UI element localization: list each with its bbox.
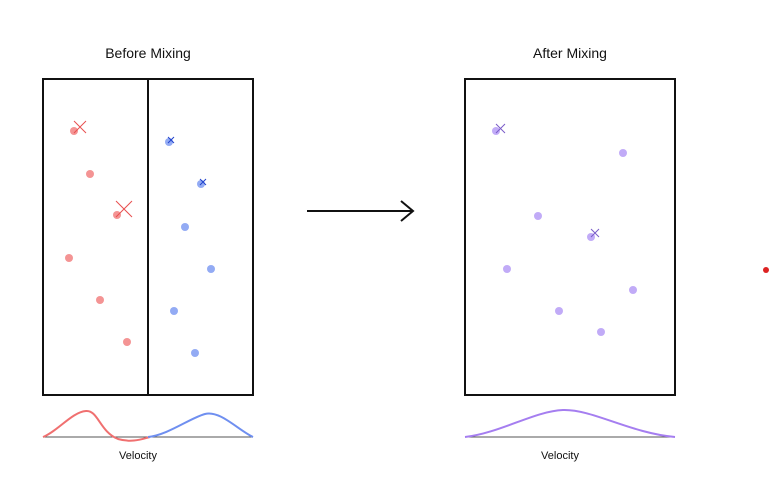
mixed-velocity-curve [464, 408, 676, 438]
cold-particle [191, 349, 199, 357]
hot-velocity-markers [73, 120, 133, 218]
cold-velocity-curve [147, 412, 254, 438]
velocity-cross-icon [167, 136, 175, 144]
velocity-cross-icon [199, 178, 207, 186]
mixed-particles [492, 127, 637, 336]
hot-particle [65, 254, 73, 262]
after-title: After Mixing [533, 45, 607, 61]
after-container-box [464, 78, 676, 396]
mixed-velocity-markers [495, 123, 600, 238]
velocity-cross-icon [590, 228, 600, 238]
hot-particle [70, 127, 78, 135]
velocity-cross-icon [115, 200, 133, 218]
cold-particle [207, 265, 215, 273]
hot-particle [96, 296, 104, 304]
hot-particle [113, 211, 121, 219]
mixed-particle [503, 265, 511, 273]
before-title: Before Mixing [105, 45, 191, 61]
after-xlabel: Velocity [541, 450, 579, 462]
cold-velocity-markers [167, 136, 207, 186]
hot-particles [65, 127, 131, 346]
mixed-particle [492, 127, 500, 135]
velocity-cross-icon [495, 123, 506, 134]
cold-particle [181, 223, 189, 231]
before-xlabel: Velocity [119, 450, 157, 462]
hot-particle [123, 338, 131, 346]
before-panel: Before Mixing [42, 45, 254, 462]
mixed-particle [629, 286, 637, 294]
mixed-particle [597, 328, 605, 336]
after-panel: After Mixing Velocity [464, 45, 676, 462]
cold-particles [165, 138, 215, 357]
hot-particle [86, 170, 94, 178]
right-arrow-icon [307, 200, 415, 222]
hot-velocity-curve [42, 410, 151, 442]
mixed-particle [555, 307, 563, 315]
cold-particle [170, 307, 178, 315]
mixed-particle [534, 212, 542, 220]
outlier-dot [763, 267, 769, 273]
velocity-cross-icon [73, 120, 87, 134]
mixed-particle [619, 149, 627, 157]
